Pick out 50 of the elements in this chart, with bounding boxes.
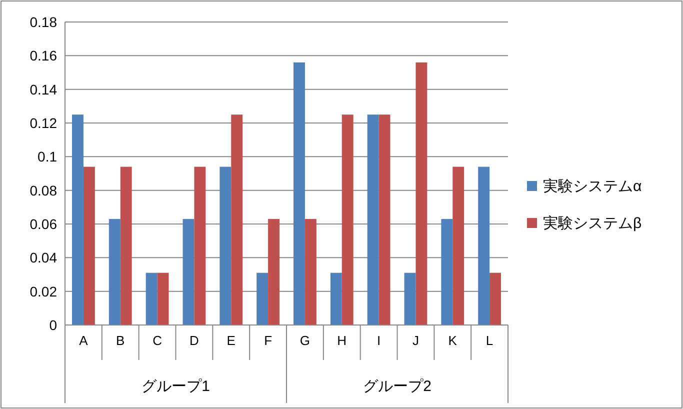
y-tick-label: 0.12 (30, 115, 58, 131)
y-tick-label: 0.14 (30, 81, 58, 98)
y-tick-label: 0 (49, 317, 58, 333)
x-tick-label: I (376, 333, 381, 348)
bar (416, 62, 428, 325)
bar (294, 62, 305, 325)
bar (342, 114, 354, 325)
y-tick-label: 0.08 (30, 182, 58, 198)
bar (157, 272, 169, 325)
bar (367, 114, 379, 325)
y-tick-label: 0.16 (30, 48, 58, 64)
bar (220, 166, 232, 325)
y-tick-label: 0.04 (30, 250, 58, 266)
x-tick-label: K (448, 333, 458, 348)
bar (231, 114, 243, 325)
bar (194, 166, 206, 325)
x-tick-label: E (226, 333, 236, 348)
x-tick-label: G (300, 333, 310, 348)
text: グループ1 (142, 378, 210, 395)
x-tick-label: J (412, 333, 419, 348)
x-tick-label: D (190, 333, 199, 348)
bar (452, 166, 464, 325)
bar (304, 218, 316, 325)
legend-label: 実験システムα (543, 178, 642, 195)
x-tick-label: H (337, 333, 347, 348)
x-tick-label: C (152, 333, 162, 348)
x-tick-label: F (264, 333, 272, 348)
bar (108, 218, 120, 325)
y-tick-label: 0.18 (30, 14, 58, 30)
x-tick-label: A (79, 333, 88, 348)
bar (330, 272, 342, 325)
text: グループ2 (363, 378, 432, 395)
bar (378, 114, 390, 325)
y-tick-label: 0.02 (30, 283, 58, 300)
bar (478, 166, 490, 325)
bar (182, 218, 194, 325)
x-tick-label: L (486, 333, 494, 348)
bar (490, 272, 501, 325)
legend-label: 実験システムβ (543, 215, 642, 232)
bar (146, 272, 158, 325)
bar (268, 218, 280, 325)
y-tick-label: 0.1 (38, 148, 58, 165)
bar (441, 218, 453, 325)
bar (72, 114, 84, 325)
x-tick-label: B (116, 333, 125, 348)
y-tick-label: 0.06 (30, 216, 58, 232)
bar (120, 166, 132, 325)
bar (256, 272, 268, 325)
bar (404, 272, 416, 325)
bar (83, 166, 95, 325)
